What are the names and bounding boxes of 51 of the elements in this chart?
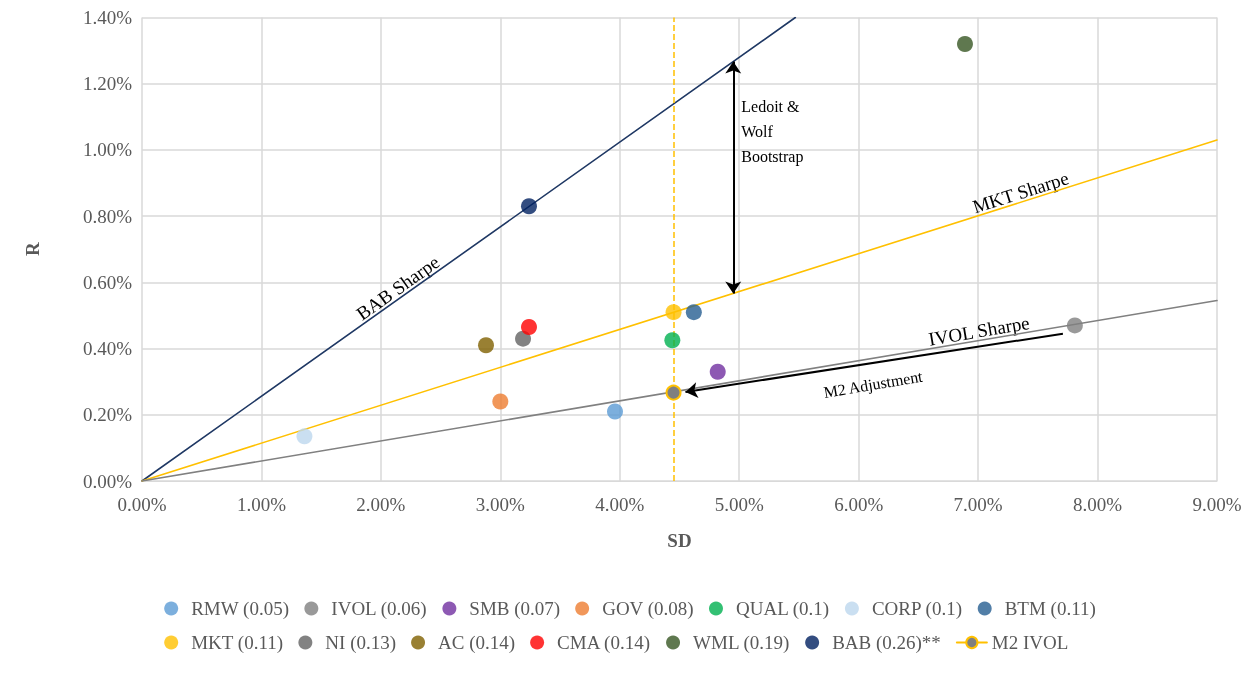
legend-label: CMA (0.14) xyxy=(557,632,651,654)
legend-label: BAB (0.26)** xyxy=(832,632,941,654)
x-tick-label: 1.00% xyxy=(236,494,287,515)
x-tick-label: 7.00% xyxy=(953,494,1003,515)
annotation: M2 Adjustment xyxy=(822,367,925,402)
point xyxy=(521,198,537,215)
x-tick-label: 0.00% xyxy=(117,494,167,515)
legend-label: BTM (0.11) xyxy=(1004,598,1096,620)
legend-label: AC (0.14) xyxy=(438,632,516,654)
legend-label: QUAL (0.1) xyxy=(735,598,830,620)
point xyxy=(296,428,313,445)
legend-label: M2 IVOL xyxy=(991,632,1069,653)
legend-label: IVOL (0.06) xyxy=(331,598,427,620)
x-tick-label: 6.00% xyxy=(834,494,884,515)
point xyxy=(607,403,623,420)
y-tick-label: 0.40% xyxy=(82,338,133,360)
y-tick-label: 0.80% xyxy=(82,205,133,227)
x-tick-label: 2.00% xyxy=(356,494,406,515)
x-tick-label: 4.00% xyxy=(595,494,645,515)
point xyxy=(685,304,702,321)
y-tick-label: 1.20% xyxy=(82,73,133,95)
legend-label: GOV (0.08) xyxy=(602,598,694,620)
legend-label: RMW (0.05) xyxy=(191,598,289,620)
point xyxy=(478,337,494,354)
legend-label: SMB (0.07) xyxy=(469,598,561,620)
annotation: Ledoit & Wolf Bootstrap xyxy=(741,97,804,166)
y-tick-label: 0.20% xyxy=(82,404,133,426)
x-tick-label: 3.00% xyxy=(475,494,526,515)
x-tick-label: 8.00% xyxy=(1073,494,1123,515)
legend-label: WML (0.19) xyxy=(693,632,790,654)
point xyxy=(664,332,681,349)
x-axis-title: SD xyxy=(667,530,692,551)
point xyxy=(665,304,682,321)
y-axis-title: R xyxy=(22,242,43,257)
x-tick-label: 5.00% xyxy=(714,494,764,515)
point xyxy=(665,384,682,401)
y-tick-label: 0.00% xyxy=(82,470,133,492)
y-tick-label: 1.00% xyxy=(82,139,133,161)
point xyxy=(709,363,726,380)
y-tick-label: 1.40% xyxy=(82,7,133,28)
text: IVOL Sharpe xyxy=(926,312,1032,350)
point xyxy=(521,319,537,336)
legend-label: MKT (0.11) xyxy=(191,632,284,654)
legend-label: NI (0.13) xyxy=(325,632,397,654)
point xyxy=(956,35,973,52)
x-tick-label: 9.00% xyxy=(1192,494,1242,515)
text: MKT Sharpe xyxy=(970,167,1072,218)
legend-label: CORP (0.1) xyxy=(871,598,962,620)
point xyxy=(492,393,509,410)
point xyxy=(1066,317,1083,334)
y-tick-label: 0.60% xyxy=(82,271,133,293)
